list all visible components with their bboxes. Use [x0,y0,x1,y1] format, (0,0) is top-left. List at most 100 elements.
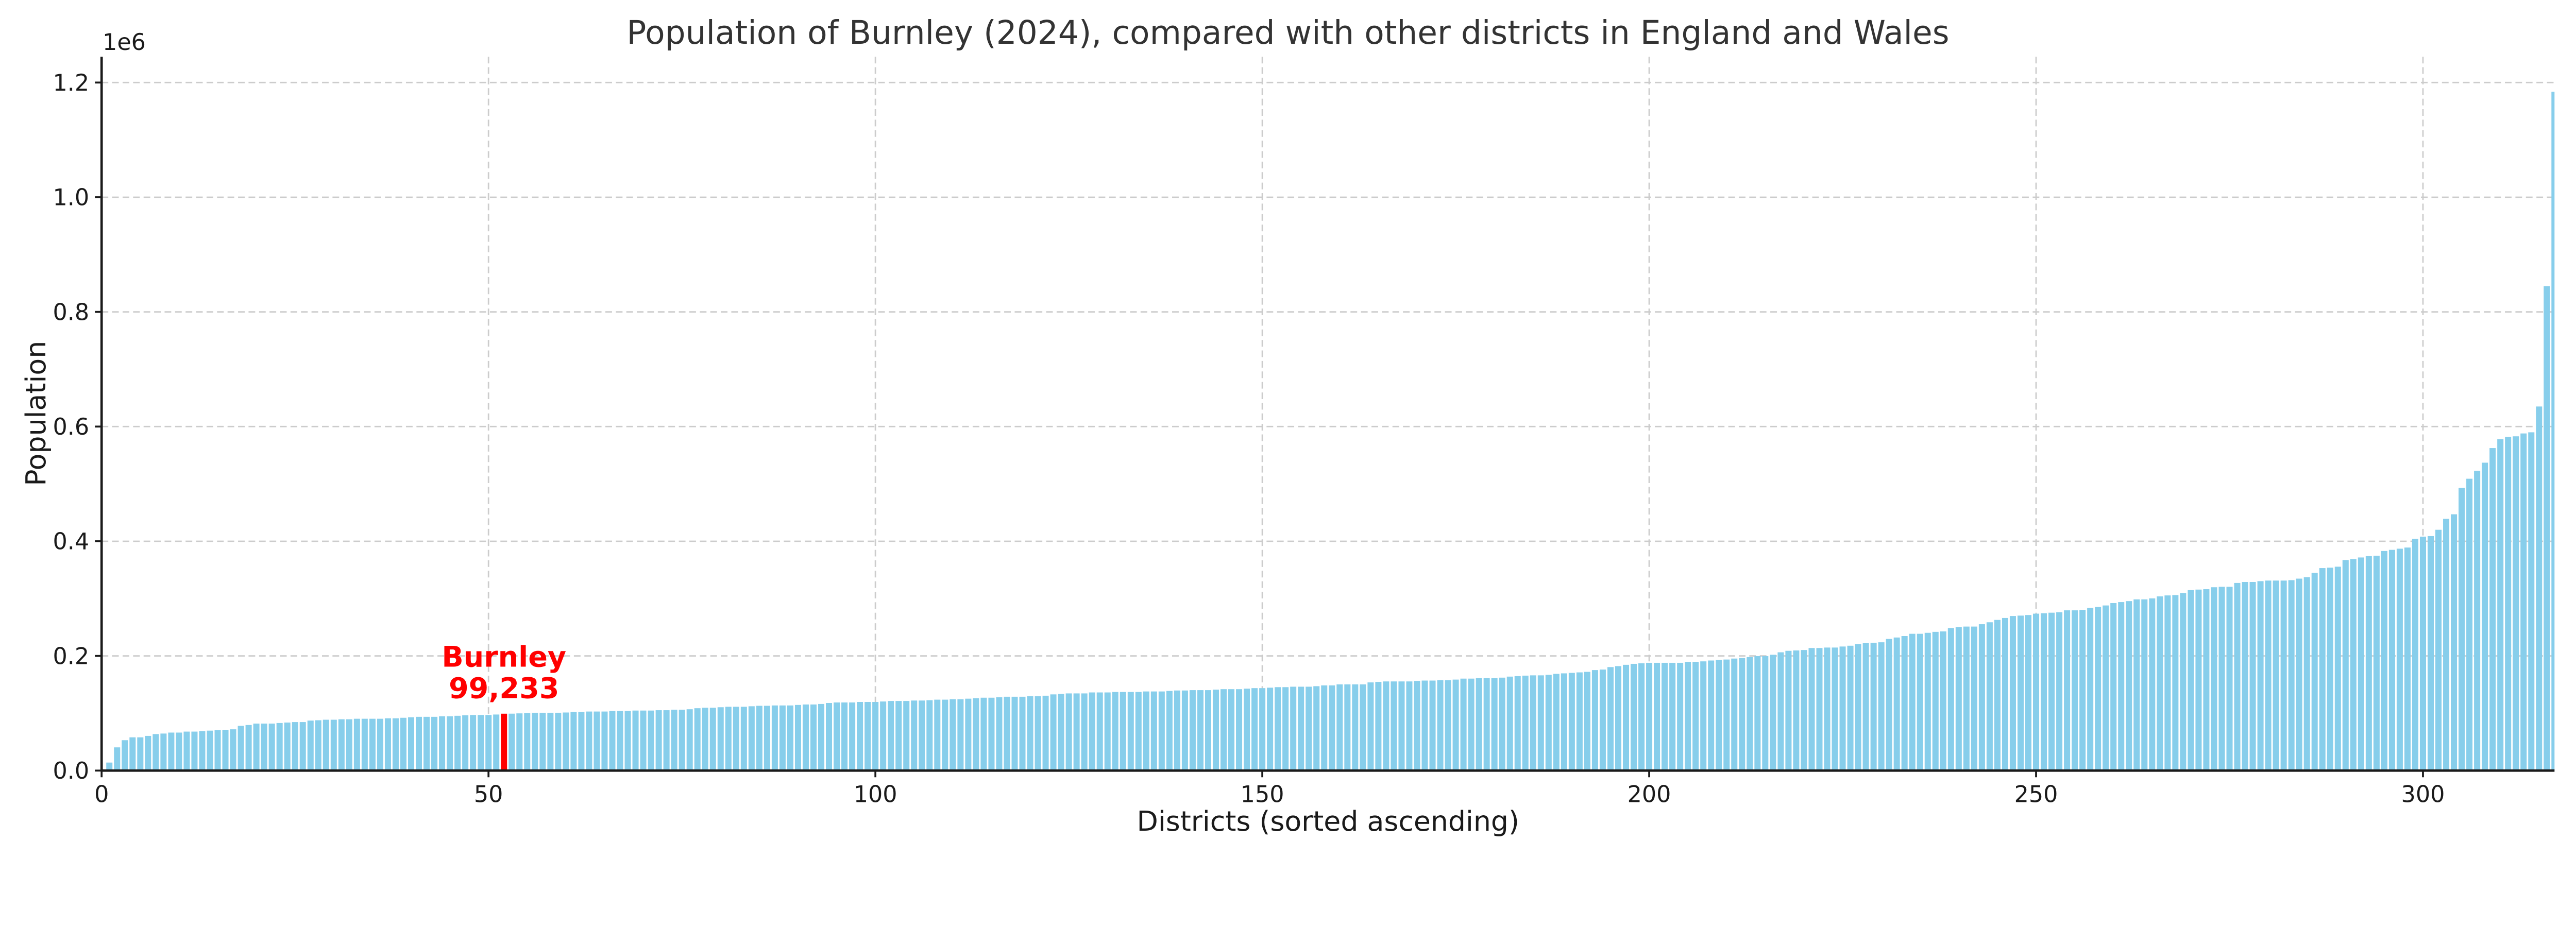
bar [1398,681,1405,771]
bar [1607,667,1614,771]
bar [1747,657,1753,771]
bar [594,711,600,771]
bar [315,720,321,771]
bar [1298,686,1304,771]
bar [1716,660,1722,771]
bar [1174,690,1180,771]
bar [493,714,500,771]
bar [717,707,724,771]
bar [702,708,708,771]
bar [1862,643,1869,771]
x-tick-label: 300 [2401,781,2445,808]
bar [1205,690,1211,771]
bar [1963,626,1970,771]
bar [462,715,469,771]
bar [1476,678,1482,771]
bar [1530,675,1536,771]
bar [1120,692,1126,771]
bar [307,720,314,771]
bar [1855,644,1861,771]
highlight-name-label: Burnley [442,640,566,674]
bar [1669,662,1676,771]
bar [2396,548,2403,771]
highlight-value-label: 99,233 [449,672,559,706]
bar [470,715,477,771]
bar [168,732,175,771]
bar [1429,680,1436,771]
bar [2002,617,2008,771]
bar [640,710,647,771]
bar [1421,680,1428,771]
bar [1506,676,1513,771]
bar [1321,685,1328,771]
bar [423,716,430,771]
bar [996,697,1003,771]
bar [663,710,670,771]
bar [1909,633,1916,771]
bar [1011,696,1018,771]
bar [377,718,383,771]
bar [183,731,190,771]
bar [1089,692,1095,771]
bar [1514,676,1521,771]
bar [1073,693,1080,771]
bar [292,722,298,771]
bar [2466,478,2473,771]
bar [323,719,329,771]
y-tick-label: 1.0 [53,185,89,211]
bar [1947,628,1954,771]
bar [2419,537,2426,771]
bar [1622,664,1630,771]
bar [1561,673,1567,771]
x-tick-label: 0 [94,781,109,808]
bar [2334,566,2341,771]
bar [2303,577,2310,771]
bar [980,697,987,771]
bar [478,715,484,771]
bar [1584,672,1590,771]
bar [152,734,159,771]
bar [129,737,136,771]
bar [1785,650,1792,771]
bar [2265,580,2272,771]
bar-highlight-burnley [501,713,507,771]
bar [1275,687,1281,771]
bar [1924,632,1931,771]
bar [1081,693,1088,771]
bar [2280,580,2287,771]
bar [1638,663,1645,771]
bar [609,711,616,771]
bar [1035,696,1041,771]
bar [1375,682,1382,771]
bar [2505,437,2512,771]
bar [1731,658,1738,771]
bar [1383,681,1389,771]
bar [346,719,352,771]
bar [400,717,406,771]
bar [555,712,562,771]
bar [1700,661,1707,771]
bar [1816,648,1823,771]
y-tick-label: 1.2 [53,70,89,96]
bar [934,699,941,771]
bar [787,705,793,771]
bar [1708,660,1715,771]
bar [2149,598,2156,771]
bar [2195,589,2202,771]
bar [2188,590,2194,771]
bar [2164,595,2171,771]
bar [1723,659,1730,771]
population-bar-chart: 0 50 100 150 200 250 3000.00.20.40.60.81.01.2 … [20,14,2555,837]
bar [1313,686,1320,771]
bar [1336,684,1343,771]
bar [2033,613,2040,771]
bar [1329,685,1335,771]
axes [95,57,2555,778]
bar [2056,612,2063,771]
bar [2358,557,2364,771]
bar [2180,593,2187,771]
bar [1414,681,1420,771]
bar [740,707,747,771]
bar [2296,578,2302,771]
bar [2118,602,2125,771]
